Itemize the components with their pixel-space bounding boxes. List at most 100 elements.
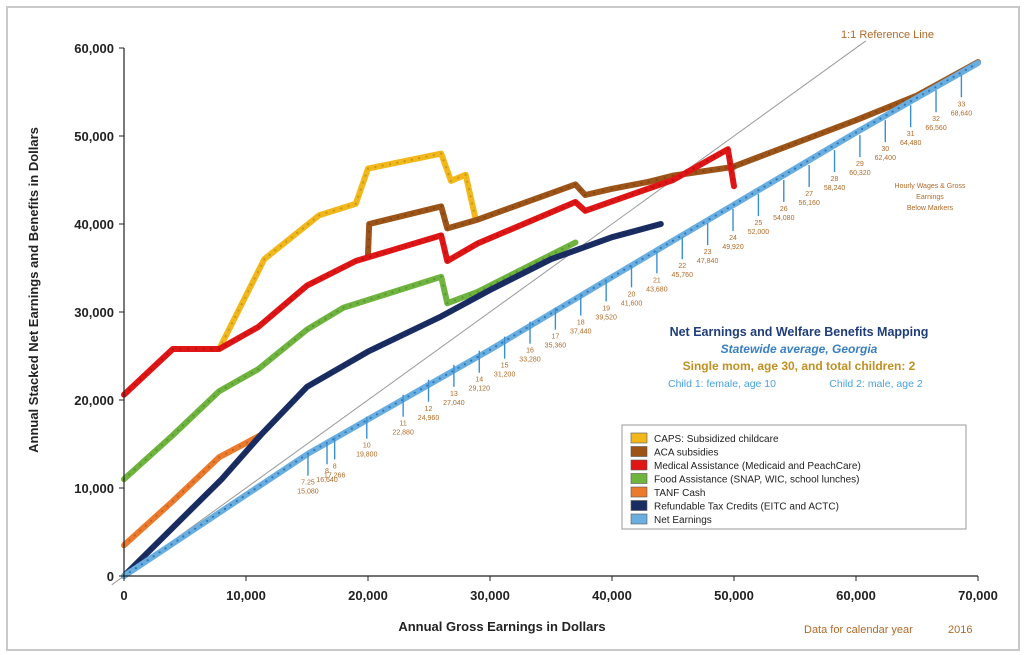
wage-marker-label: 22,880 [392,430,414,437]
series-dot-tax [549,258,553,261]
series-dot-food [330,313,333,316]
series-dot-caps [374,166,377,169]
series-dot-net [946,79,949,82]
series-dot-medical [611,200,614,203]
series-dot-net [413,391,416,394]
series-dot-medical [340,266,343,270]
series-dot-medical [418,240,421,243]
series-dot-net [617,272,620,275]
series-dot-tax [269,423,272,426]
wage-marker-label: 31,200 [494,372,516,379]
wage-marker-label: 18 [577,320,585,327]
series-dot-tanf [245,441,248,444]
series-dot-aca [854,119,858,122]
series-dot-medical [354,259,357,263]
series-dot-tanf [160,509,164,513]
series-dot-tax [254,439,257,442]
series-dot-food [377,295,380,298]
series-dot-tax [604,238,607,241]
series-dot-tax [468,300,471,303]
series-dot-medical [250,329,253,332]
series-dot-aca [504,208,507,211]
wage-marker-label: 58,240 [824,185,846,192]
series-dot-tax [305,385,309,388]
series-dot-aca [490,213,493,216]
series-dot-medical [231,340,234,343]
series-dot-net [283,468,286,471]
series-dot-net [775,178,778,181]
series-dot-tax [556,255,559,258]
series-dot-medical [144,373,147,376]
series-dot-tanf [238,445,241,448]
x-tick-label: 40,000 [592,588,632,603]
series-dot-tanf [187,485,190,488]
series-dot-aca [525,200,528,204]
series-dot-net [476,355,479,359]
series-dot-net [438,377,441,380]
series-dot-medical [692,167,695,170]
series-dot-medical [651,186,654,189]
series-dot-tax [536,264,539,268]
series-dot-net [128,571,131,574]
series-dot-net [407,395,410,398]
series-dot-caps [227,328,230,331]
series-dot-net [470,359,473,362]
series-dot-medical [128,388,131,391]
series-dot-net [763,185,766,188]
series-dot-net [200,523,203,526]
series-dot-tax [230,467,233,470]
series-dot-caps [279,244,282,248]
series-dot-aca [574,183,577,186]
series-dot-caps [240,303,243,306]
series-dot-net [574,297,577,300]
series-dot-net [495,345,498,348]
series-dot-food [336,310,339,313]
series-line-aca [365,59,981,258]
series-dot-medical [444,251,447,254]
series-dot-aca [747,159,750,162]
series-dot-caps [221,341,224,344]
series-dot-aca [367,238,370,241]
series-dot-medical [678,175,682,178]
series-dot-net [726,207,730,210]
chart-title: Net Earnings and Welfare Benefits Mappin… [670,325,929,339]
series-dot-net [332,438,335,441]
series-dot-net [313,449,316,452]
wage-marker-label: 49,920 [722,244,744,251]
series-dot-caps [250,283,253,286]
series-dot-net [818,153,821,156]
x-tick-label: 70,000 [958,588,998,603]
series-dot-aca [882,108,885,111]
series-dot-tax [204,494,207,497]
legend-swatch-food [630,473,648,484]
series-dot-medical [567,203,571,206]
series-dot-food [318,321,321,324]
series-dot-aca [404,214,407,217]
series-dot-food [192,414,195,417]
series-dot-aca [725,166,728,169]
series-dot-aca [461,222,464,226]
series-dot-tanf [212,461,216,464]
series-dot-tax [529,268,532,271]
series-dot-medical [319,277,322,280]
series-dot-food [275,353,278,356]
series-dot-tax [188,510,191,513]
series-dot-net [842,138,845,141]
series-dot-tax [583,245,587,249]
footnote-label: Data for calendar year [804,624,913,636]
series-dot-food [287,343,290,346]
series-dot-tanf [231,448,235,451]
series-dot-aca [647,180,650,183]
series-dot-net [164,547,167,550]
series-dot-tanf [166,505,169,508]
series-dot-net [277,472,280,475]
wage-marker-label: 60,320 [849,170,871,177]
x-tick-label: 20,000 [348,588,388,603]
series-dot-net [830,145,833,148]
series-dot-net [739,199,742,203]
series-dot-tax [454,307,457,310]
series-dot-medical [644,188,648,191]
series-dot-food [212,395,216,398]
series-dot-medical [150,368,153,371]
wage-marker-label: 41,600 [621,300,643,307]
